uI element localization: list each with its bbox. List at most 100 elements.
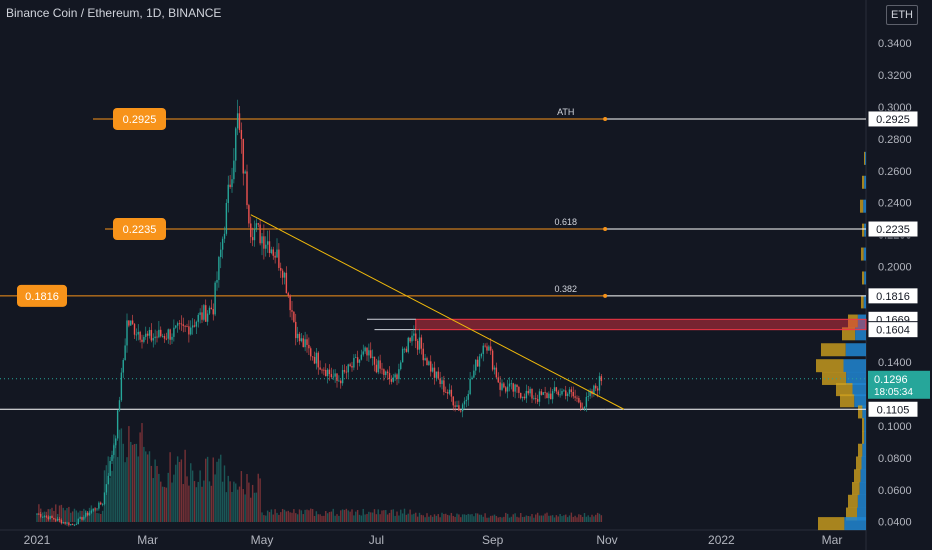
candle-body [242, 139, 244, 174]
volume-bar [570, 512, 573, 522]
volume-bar [330, 511, 333, 522]
candle-body [435, 371, 438, 378]
axis-price-tag [867, 220, 919, 238]
candlestick-series [36, 99, 603, 527]
volume-bar [268, 512, 271, 522]
candle-body [598, 376, 601, 391]
left-price-tag-text: 0.2235 [123, 224, 157, 236]
candle-body [319, 367, 321, 370]
volume-bar [300, 510, 303, 522]
candle-body [506, 386, 509, 392]
candle-body [124, 345, 126, 361]
volume-bar [445, 513, 447, 522]
candle-body [439, 378, 441, 384]
candle-body [186, 326, 188, 328]
volume-bar [409, 509, 411, 522]
candle-body [214, 282, 216, 315]
volume-bar [495, 515, 498, 522]
volume-bar [356, 509, 359, 522]
volume-bar [568, 515, 571, 522]
volume-bar [501, 517, 503, 522]
volume-bar [499, 516, 501, 522]
volume-bar [195, 487, 198, 522]
candle-body [86, 512, 89, 516]
volume-profile-bar [862, 223, 865, 237]
volume-bar [446, 514, 449, 522]
volume-bar [566, 517, 569, 522]
volume-bar [394, 515, 396, 522]
volume-bar [518, 517, 520, 522]
volume-bar [591, 514, 593, 522]
candle-body [471, 377, 473, 380]
candle-body [386, 371, 389, 374]
candle-body [488, 346, 490, 351]
volume-bar [381, 510, 383, 522]
volume-profile-bar [862, 443, 866, 457]
candle-body [505, 387, 507, 392]
left-price-tag [17, 284, 67, 307]
candle-body [375, 364, 378, 373]
candle-body [118, 400, 121, 411]
candle-body [266, 241, 269, 245]
volume-bar [163, 486, 166, 522]
candle-body [251, 237, 254, 241]
candle-body [523, 396, 526, 399]
volume-bar [317, 514, 319, 522]
candle-body [411, 335, 413, 342]
volume-profile-bar [864, 418, 866, 432]
volume-bar [355, 511, 357, 522]
horizontal-levels: ATH 0.618 0.382 [0, 107, 866, 410]
candle-body [180, 323, 183, 325]
volume-bar [452, 515, 454, 522]
volume-bar [383, 510, 385, 522]
trendline[interactable] [250, 214, 625, 410]
volume-profile-bar [862, 430, 865, 444]
volume-bar [58, 505, 61, 522]
candle-body [313, 356, 316, 364]
zone-rect [415, 318, 867, 331]
candle-body [92, 508, 94, 511]
candle-body [516, 384, 518, 388]
candle-body [465, 399, 468, 402]
candle-body [495, 367, 498, 378]
candle-body [415, 333, 417, 341]
volume-bar [533, 517, 535, 522]
currency-selector[interactable]: ETH [886, 5, 918, 25]
volume-bar [175, 464, 177, 522]
volume-bar [323, 515, 325, 522]
candle-body [550, 393, 552, 400]
candle-body [253, 228, 256, 241]
candle-body [49, 516, 51, 520]
volume-bar [424, 517, 426, 522]
candle-body [454, 405, 456, 407]
candle-body [83, 516, 85, 520]
volume-profile-bar [858, 443, 863, 457]
candle-body [133, 323, 136, 335]
volume-bar [557, 516, 559, 522]
candle-body [248, 205, 250, 224]
volume-bar [94, 507, 96, 522]
candle-body [257, 223, 259, 225]
volume-profile-bar [822, 371, 847, 385]
volume-bar [53, 510, 55, 522]
volume-bar [347, 510, 349, 522]
volume-bar [111, 470, 113, 522]
candle-body [484, 345, 486, 347]
level-label: ATH [557, 107, 574, 117]
candle-body [165, 338, 168, 340]
volume-bar [482, 516, 484, 522]
volume-profile-bar [863, 295, 866, 309]
current-price-tag [868, 370, 930, 399]
volume-bar [450, 512, 453, 522]
volume-bar [360, 515, 363, 522]
volume-profile-bar [844, 517, 866, 531]
volume-bar [550, 515, 552, 522]
candle-body [448, 389, 451, 394]
candle-body [268, 241, 271, 254]
volume-bar [563, 515, 565, 522]
volume-bar [73, 508, 76, 522]
candle-body [482, 345, 484, 354]
volume-bar [158, 473, 160, 522]
candle-body [295, 321, 297, 339]
